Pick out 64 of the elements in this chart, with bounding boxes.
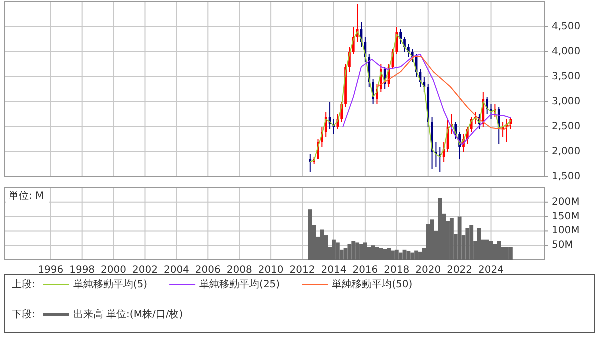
bar bbox=[478, 228, 482, 260]
bar bbox=[470, 225, 474, 260]
bar bbox=[508, 247, 513, 260]
candlestick bbox=[408, 44, 410, 58]
bar bbox=[371, 246, 376, 260]
y-tick-label: 50M bbox=[552, 240, 574, 252]
y-tick-label: 4,000 bbox=[552, 46, 581, 58]
bar bbox=[398, 252, 403, 260]
legend-label: 単純移動平均(50) bbox=[332, 278, 413, 290]
y-tick-label: 3,500 bbox=[552, 72, 581, 82]
legend-label: 単純移動平均(5) bbox=[73, 278, 148, 290]
legend-label: 出来高 単位:(M株/口/枚) bbox=[73, 308, 184, 320]
bar bbox=[390, 250, 395, 260]
bar bbox=[406, 251, 411, 260]
bar bbox=[332, 240, 336, 260]
annotation: 単位: M bbox=[9, 190, 44, 202]
legend-title: 上段: bbox=[12, 278, 36, 290]
x-tick-label: 2016 bbox=[352, 265, 378, 276]
bar bbox=[458, 216, 462, 260]
bar bbox=[450, 218, 454, 260]
x-tick-label: 2012 bbox=[290, 265, 316, 276]
x-tick-label: 1998 bbox=[70, 265, 96, 276]
bar bbox=[348, 244, 352, 260]
bar bbox=[336, 242, 340, 260]
bar bbox=[466, 228, 470, 260]
x-tick-label: 2004 bbox=[164, 265, 190, 276]
candlestick bbox=[442, 142, 446, 162]
y-tick-label: 3,000 bbox=[552, 96, 581, 108]
y-tick-label: 150M bbox=[552, 211, 580, 222]
bar bbox=[320, 230, 324, 260]
y-tick-label: 1,500 bbox=[552, 172, 581, 182]
y-tick-label: 100M bbox=[552, 226, 580, 237]
x-tick-label: 2020 bbox=[416, 265, 442, 276]
legend-title: 下段: bbox=[12, 308, 36, 320]
bar bbox=[485, 240, 490, 260]
x-tick-label: 2022 bbox=[447, 265, 473, 276]
bar bbox=[356, 242, 360, 260]
x-tick-label: 2010 bbox=[258, 265, 284, 276]
candlestick bbox=[400, 29, 402, 45]
x-tick-label: 2002 bbox=[132, 265, 158, 276]
y-tick-label: 4,500 bbox=[552, 22, 581, 32]
bar bbox=[438, 198, 442, 260]
bar bbox=[414, 250, 419, 260]
candlestick bbox=[404, 36, 406, 52]
y-tick-label: 2,500 bbox=[552, 122, 581, 132]
x-tick-label: 2008 bbox=[226, 265, 252, 276]
bar bbox=[363, 242, 368, 260]
x-tick-label: 1996 bbox=[38, 265, 64, 276]
y-tick-label: 200M bbox=[552, 196, 580, 208]
bar bbox=[379, 248, 384, 260]
bar bbox=[308, 210, 312, 260]
x-tick-label: 2000 bbox=[101, 265, 127, 276]
bar bbox=[410, 252, 415, 260]
bar bbox=[383, 249, 388, 260]
bar bbox=[394, 250, 399, 260]
bar bbox=[352, 241, 356, 260]
x-tick-label: 2006 bbox=[195, 265, 221, 276]
x-tick-label: 2018 bbox=[384, 265, 410, 276]
x-tick-label: 2024 bbox=[478, 265, 504, 276]
x-tick-label: 2014 bbox=[321, 265, 347, 276]
legend-label: 単純移動平均(25) bbox=[200, 278, 280, 290]
bar bbox=[497, 241, 502, 260]
bar bbox=[493, 244, 498, 260]
y-tick-label: 2,000 bbox=[552, 146, 581, 158]
